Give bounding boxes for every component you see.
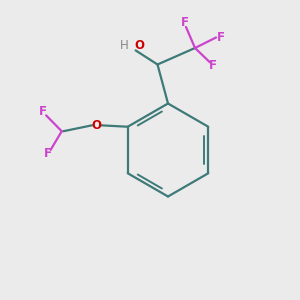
Text: F: F xyxy=(39,105,47,118)
Text: H: H xyxy=(120,39,128,52)
Text: O: O xyxy=(91,119,101,132)
Text: F: F xyxy=(44,147,52,160)
Text: F: F xyxy=(181,16,188,29)
Text: F: F xyxy=(209,59,217,73)
Text: F: F xyxy=(217,31,224,44)
Text: O: O xyxy=(134,39,144,52)
